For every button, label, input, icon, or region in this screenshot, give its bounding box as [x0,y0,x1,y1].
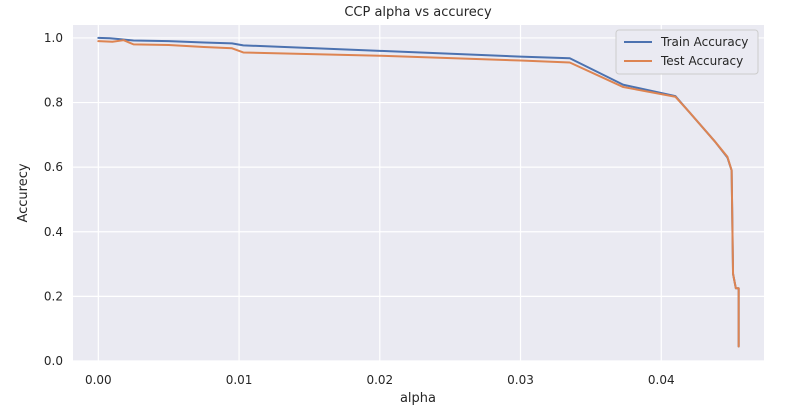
x-ticks: 0.00 0.01 0.02 0.03 0.04 [85,373,675,387]
x-tick-label: 0.04 [648,373,675,387]
y-axis-label: Accurecy [16,163,31,222]
x-tick-label: 0.01 [226,373,253,387]
plot-background [73,25,764,361]
legend: Train Accuracy Test Accuracy [615,29,759,75]
chart-title: CCP alpha vs accurecy [344,5,492,20]
y-tick-label: 0.8 [44,96,63,110]
y-tick-label: 1.0 [44,31,63,45]
series-line-test-accuracy [97,39,740,348]
x-tick-label: 0.00 [85,373,112,387]
x-tick-label: 0.03 [507,373,534,387]
x-axis-label: alpha [400,391,436,406]
y-tick-label: 0.6 [44,160,63,174]
y-ticks: 0.0 0.2 0.4 0.6 0.8 1.0 [44,31,63,368]
series-layer [97,36,740,348]
grid [73,25,764,362]
x-tick-label: 0.02 [366,373,393,387]
legend-label-train-accuracy: Train Accuracy [660,35,748,49]
legend-label-test-accuracy: Test Accuracy [660,54,743,68]
y-tick-label: 0.0 [44,354,63,368]
y-tick-label: 0.4 [44,225,63,239]
y-tick-label: 0.2 [44,289,63,303]
